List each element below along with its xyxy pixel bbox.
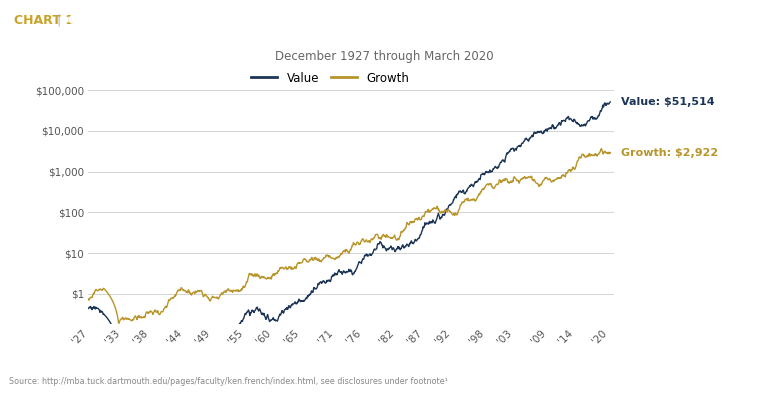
Legend: Value, Growth: Value, Growth	[247, 67, 414, 89]
Text: Growth: $2,922: Growth: $2,922	[621, 148, 717, 158]
Text: December 1927 through March 2020: December 1927 through March 2020	[275, 50, 493, 63]
Text: |: |	[56, 14, 61, 27]
Text: Growth vs. Value: Historical Perspective: Growth vs. Value: Historical Perspective	[68, 14, 349, 27]
Text: CHART 1: CHART 1	[14, 14, 74, 27]
Text: Source: http://mba.tuck.dartmouth.edu/pages/faculty/ken.french/index.html, see d: Source: http://mba.tuck.dartmouth.edu/pa…	[9, 377, 448, 386]
Text: Value: $51,514: Value: $51,514	[621, 97, 714, 107]
